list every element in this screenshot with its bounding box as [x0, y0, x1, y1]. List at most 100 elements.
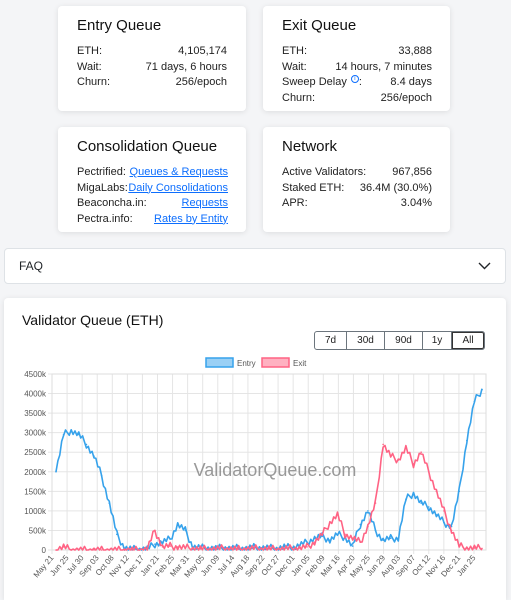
exit-queue-card: Exit Queue ETH: 33,888 Wait: 14 hours, 7 m… — [263, 6, 450, 111]
data-point-entry — [78, 433, 80, 436]
data-point-exit — [336, 514, 339, 516]
consolidation-queue-card: Consolidation Queue Pectrified: Queues & … — [58, 127, 246, 232]
chart-title: Validator Queue (ETH) — [22, 312, 164, 328]
data-point-entry — [351, 545, 354, 547]
row-label: Wait: — [77, 60, 102, 73]
network-staked-row: Staked ETH: 36.4M (30.0%) — [282, 181, 432, 197]
data-point-exit — [329, 521, 331, 524]
row-label: Wait: — [282, 60, 307, 73]
beaconchain-link[interactable]: Requests — [181, 197, 228, 209]
data-point-exit — [222, 547, 225, 550]
data-point-exit — [458, 545, 460, 547]
y-tick-label: 500k — [29, 526, 47, 535]
data-point-entry — [169, 538, 171, 540]
entry-churn-value: 256/epoch — [175, 76, 227, 88]
data-point-entry — [62, 433, 65, 436]
data-point-exit — [184, 546, 187, 549]
row-label: Churn: — [282, 91, 316, 104]
active-validators-value: 967,856 — [392, 166, 432, 178]
exit-churn-row: Churn: 256/epoch — [282, 91, 432, 107]
consolidation-row-pectrainfo: Pectra.info: Rates by Entity — [77, 212, 228, 228]
faq-accordion[interactable]: FAQ — [4, 248, 506, 284]
y-tick-label: 4000k — [24, 390, 47, 399]
data-point-exit — [70, 549, 73, 551]
data-point-exit — [78, 549, 80, 551]
exit-sweep-row: Sweep Delay i: 8.4 days — [282, 75, 432, 91]
data-point-entry — [154, 543, 156, 545]
data-point-entry — [458, 490, 460, 493]
entry-wait-value: 71 days, 6 hours — [145, 60, 227, 73]
data-point-exit — [245, 548, 247, 550]
data-point-exit — [116, 549, 118, 551]
faq-label: FAQ — [19, 259, 44, 273]
data-point-exit — [207, 548, 209, 551]
data-point-entry — [184, 529, 187, 532]
data-point-entry — [85, 443, 88, 446]
data-point-entry — [374, 529, 377, 532]
data-point-entry — [359, 523, 362, 526]
data-point-entry — [435, 514, 438, 516]
exit-eth-row: ETH: 33,888 — [282, 44, 432, 60]
data-point-exit — [62, 546, 65, 548]
data-point-entry — [473, 400, 476, 403]
data-point-exit — [154, 529, 156, 532]
data-point-entry — [116, 533, 118, 536]
data-point-entry — [306, 541, 308, 543]
chevron-down-icon[interactable] — [478, 259, 491, 273]
pectrified-link[interactable]: Queues & Requests — [129, 166, 228, 178]
y-tick-label: 2000k — [24, 468, 47, 477]
data-point-entry — [367, 510, 369, 512]
data-point-entry — [336, 533, 339, 536]
data-point-exit — [435, 490, 438, 493]
data-point-entry — [108, 502, 111, 504]
entry-eth-value: 4,105,174 — [178, 45, 227, 57]
data-point-exit — [199, 548, 202, 550]
data-point-entry — [207, 547, 209, 549]
data-point-exit — [85, 549, 88, 551]
data-point-exit — [321, 533, 324, 536]
data-point-entry — [405, 498, 407, 500]
data-point-exit — [306, 546, 308, 548]
data-point-exit — [275, 548, 278, 551]
y-tick-label: 3000k — [24, 429, 47, 438]
entry-wait-row: Wait: 71 days, 6 hours — [77, 60, 227, 76]
network-title: Network — [282, 138, 338, 155]
data-point-exit — [169, 545, 171, 547]
data-point-exit — [291, 547, 293, 550]
data-point-exit — [252, 547, 255, 550]
range-button-7d[interactable]: 7d — [314, 331, 347, 350]
entry-churn-row: Churn: 256/epoch — [77, 75, 227, 91]
exit-wait-row: Wait: 14 hours, 7 minutes — [282, 60, 432, 76]
data-point-exit — [176, 546, 179, 548]
legend-swatch-exit — [261, 357, 290, 368]
data-point-entry — [382, 539, 384, 542]
legend-label-entry: Entry — [237, 359, 256, 368]
y-tick-label: 3500k — [24, 409, 47, 418]
data-point-exit — [351, 537, 354, 540]
y-tick-label: 0 — [42, 546, 47, 555]
data-point-exit — [123, 549, 126, 551]
data-point-exit — [283, 548, 286, 550]
data-point-exit — [450, 529, 453, 532]
consolidation-queue-title: Consolidation Queue — [77, 138, 218, 155]
data-point-entry — [443, 521, 445, 524]
data-point-entry — [70, 429, 73, 432]
network-card: Network Active Validators: 967,856 Staked… — [263, 127, 450, 232]
data-point-exit — [230, 548, 232, 550]
data-point-exit — [367, 525, 369, 528]
consolidation-row-beaconchain: Beaconcha.in: Requests — [77, 196, 228, 212]
data-point-entry — [313, 537, 316, 540]
range-button-all[interactable]: All — [451, 331, 485, 350]
data-point-entry — [427, 506, 430, 508]
plot-area-border — [51, 373, 487, 551]
info-icon[interactable]: i — [350, 75, 359, 84]
network-validators-row: Active Validators: 967,856 — [282, 165, 432, 181]
pectrainfo-link[interactable]: Rates by Entity — [154, 212, 228, 225]
data-point-exit — [481, 547, 483, 550]
data-point-exit — [405, 447, 407, 450]
data-point-entry — [55, 470, 57, 473]
range-button-90d[interactable]: 90d — [384, 331, 423, 350]
data-point-exit — [473, 547, 476, 549]
migalabs-link[interactable]: Daily Consolidations — [128, 181, 228, 194]
range-button-30d[interactable]: 30d — [346, 331, 385, 350]
